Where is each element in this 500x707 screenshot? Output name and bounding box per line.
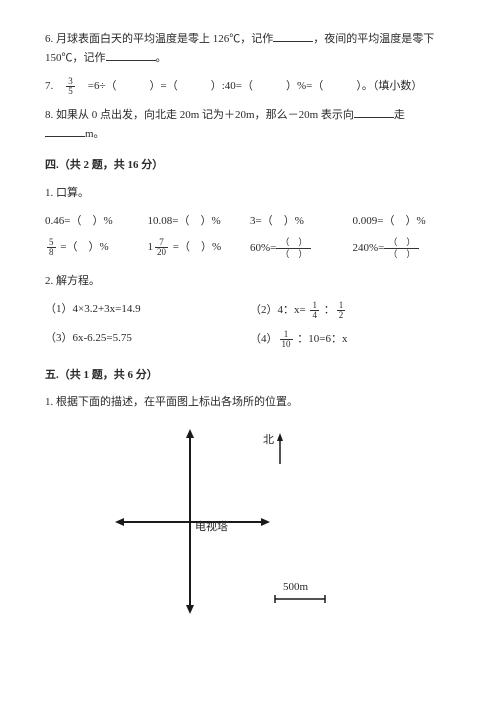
s4-q1-title: 1. 口算。 — [45, 185, 455, 203]
q7-rest: =6÷（ ）=（ ）:40=（ ）%=（ ）。（填小数） — [77, 80, 423, 92]
s4-q2-title: 2. 解方程。 — [45, 273, 455, 291]
text: =（ ）% — [58, 241, 109, 253]
arrow-up — [186, 429, 194, 438]
text: =（ ）% — [170, 241, 221, 253]
center-label: 电视塔 — [195, 519, 228, 537]
fraction: 720 — [155, 238, 168, 257]
blank[interactable] — [106, 49, 156, 61]
calc-cell: 0.009=（ ）% — [353, 213, 456, 231]
scale-label: 500m — [283, 579, 308, 597]
fraction: 12 — [337, 301, 346, 320]
denominator: 5 — [66, 87, 75, 96]
calc-cell: 60%=（ ）（ ） — [250, 238, 353, 259]
denominator: 4 — [310, 311, 319, 320]
numerator: （ ） — [384, 238, 419, 249]
question-8: 8. 如果从 0 点出发，向北走 20m 记为＋20m，那么－20m 表示向走 … — [45, 106, 455, 143]
coordinate-diagram: 北 电视塔 500m — [115, 424, 375, 644]
q8-text-2: 走 — [394, 109, 405, 121]
section-5-title: 五.（共 1 题，共 6 分） — [45, 367, 455, 385]
denominator: 8 — [47, 248, 56, 257]
fraction-blank: （ ）（ ） — [276, 238, 311, 259]
fraction: 14 — [310, 301, 319, 320]
denominator: （ ） — [384, 249, 419, 259]
blank[interactable] — [45, 125, 85, 137]
blank[interactable] — [354, 106, 394, 118]
equation: （1）4×3.2+3x=14.9 — [45, 301, 250, 320]
q6-text-3: 。 — [156, 52, 167, 64]
fraction-blank: （ ）（ ） — [384, 238, 419, 259]
q8-unit: m。 — [85, 128, 105, 140]
text: ： — [321, 304, 335, 316]
fraction: 58 — [47, 238, 56, 257]
fraction: 35 — [66, 77, 75, 96]
text: （2）4：x= — [250, 304, 308, 316]
equation: （4）110 ：10=6：x — [250, 330, 455, 349]
text: 240%= — [353, 242, 385, 254]
q8-text-1: 8. 如果从 0 点出发，向北走 20m 记为＋20m，那么－20m 表示向 — [45, 109, 354, 121]
s5-q1-title: 1. 根据下面的描述，在平面图上标出各场所的位置。 — [45, 394, 455, 412]
calc-cell: 10.08=（ ）% — [148, 213, 251, 231]
equation-row-1: （1）4×3.2+3x=14.9 （2）4：x= 14 ：12 — [45, 301, 455, 320]
numerator: （ ） — [276, 238, 311, 249]
denominator: 20 — [155, 248, 168, 257]
q7-prefix: 7. — [45, 80, 64, 92]
calc-cell: 58 =（ ）% — [45, 238, 148, 259]
arrow-left — [115, 518, 124, 526]
arrow-down — [186, 605, 194, 614]
q6-text-1: 6. 月球表面白天的平均温度是零上 126℃，记作 — [45, 33, 273, 45]
equation: （2）4：x= 14 ：12 — [250, 301, 455, 320]
calc-cell: 0.46=（ ）% — [45, 213, 148, 231]
calc-cell: 240%=（ ）（ ） — [353, 238, 456, 259]
denominator: 10 — [280, 340, 293, 349]
text: （4） — [250, 333, 278, 345]
diagram-svg — [115, 424, 375, 644]
equation-row-2: （3）6x-6.25=5.75 （4）110 ：10=6：x — [45, 330, 455, 349]
calc-cell: 3=（ ）% — [250, 213, 353, 231]
section-4-title: 四.（共 2 题，共 16 分） — [45, 157, 455, 175]
text: 1 — [148, 241, 154, 253]
blank[interactable] — [273, 30, 313, 42]
calc-cell: 1720 =（ ）% — [148, 238, 251, 259]
north-label: 北 — [263, 432, 274, 450]
question-6: 6. 月球表面白天的平均温度是零上 126℃，记作，夜间的平均温度是零下 150… — [45, 30, 455, 67]
text: ：10=6：x — [295, 333, 348, 345]
calc-row-2: 58 =（ ）% 1720 =（ ）% 60%=（ ）（ ） 240%=（ ）（… — [45, 238, 455, 259]
north-arrow-icon — [277, 433, 283, 441]
calc-row-1: 0.46=（ ）% 10.08=（ ）% 3=（ ）% 0.009=（ ）% — [45, 213, 455, 231]
fraction: 110 — [280, 330, 293, 349]
equation: （3）6x-6.25=5.75 — [45, 330, 250, 349]
denominator: 2 — [337, 311, 346, 320]
question-7: 7. 35 =6÷（ ）=（ ）:40=（ ）%=（ ）。（填小数） — [45, 77, 455, 96]
denominator: （ ） — [276, 249, 311, 259]
text: 60%= — [250, 242, 276, 254]
arrow-right — [261, 518, 270, 526]
